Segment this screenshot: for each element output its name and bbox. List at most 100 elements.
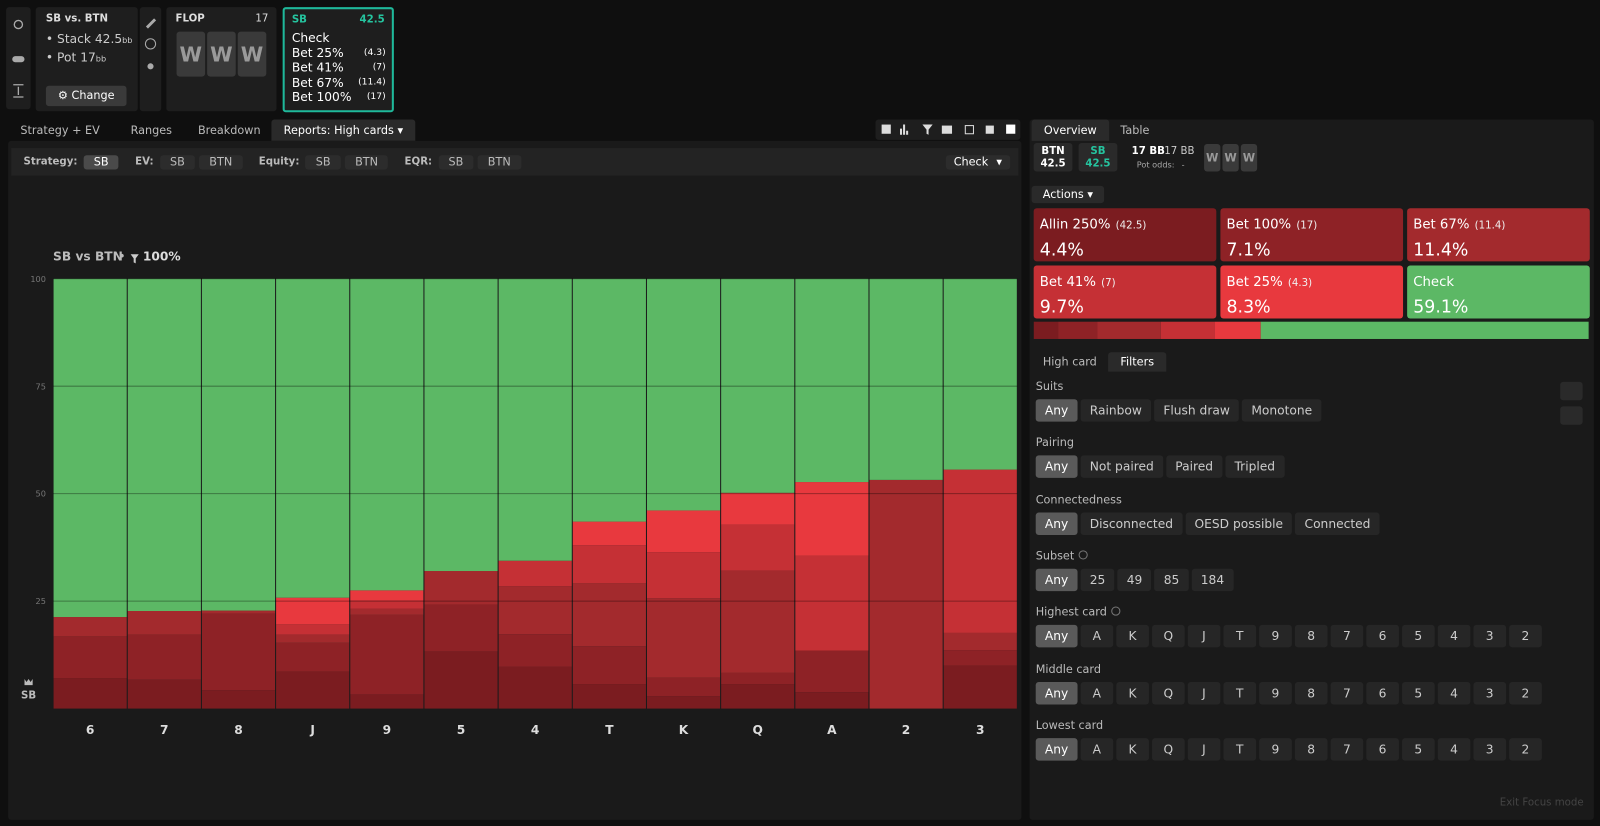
filter-option[interactable]: Q <box>1151 625 1185 648</box>
filter-option[interactable]: 8 <box>1294 681 1328 704</box>
filter-option[interactable]: SB <box>305 154 341 169</box>
tab[interactable]: Reports: High cards ▾ <box>271 119 416 141</box>
exit-focus[interactable]: Exit Focus mode <box>1499 797 1584 809</box>
filter-option[interactable]: SB <box>438 154 474 169</box>
change-button[interactable]: ⚙ Change <box>45 85 127 107</box>
filter-option[interactable]: 8 <box>1294 737 1328 761</box>
filter-option[interactable]: OESD possible <box>1185 512 1293 535</box>
cube-icon[interactable] <box>881 124 891 134</box>
filter-option[interactable]: K <box>1116 737 1149 761</box>
filter-option[interactable]: A <box>1080 681 1114 704</box>
action-card[interactable]: Check 59.1% <box>1407 265 1590 319</box>
filter-option[interactable]: Any <box>1035 455 1078 479</box>
filter-option[interactable]: 85 <box>1154 568 1189 592</box>
filter-option[interactable]: Disconnected <box>1080 512 1183 535</box>
filter-option[interactable]: BTN <box>344 154 389 169</box>
folder-icon[interactable] <box>941 125 953 134</box>
tab[interactable]: Ranges <box>130 123 173 137</box>
filter-option[interactable]: 4 <box>1437 681 1471 704</box>
filter-option[interactable]: 4 <box>1437 625 1471 648</box>
filter-option[interactable]: 6 <box>1366 681 1399 704</box>
filter-option[interactable]: 6 <box>1366 625 1399 648</box>
filter-option[interactable]: Connected <box>1295 512 1380 535</box>
filter-option[interactable]: 184 <box>1191 568 1234 592</box>
filter-option[interactable]: Any <box>1035 737 1078 761</box>
filter-option[interactable]: Paired <box>1166 455 1223 479</box>
filter-option[interactable]: T <box>1223 681 1257 704</box>
filter-option[interactable]: 2 <box>1509 681 1542 704</box>
chart-icon[interactable] <box>899 124 909 135</box>
filter-option[interactable]: 9 <box>1259 737 1292 761</box>
grid-icon[interactable] <box>985 125 994 134</box>
action-card[interactable]: Bet 67% (11.4) 11.4% <box>1407 208 1590 262</box>
settings-icon[interactable] <box>147 63 154 70</box>
filter-option[interactable]: Any <box>1035 399 1078 422</box>
filter-option[interactable]: A <box>1080 737 1114 761</box>
check-dropdown[interactable]: Check ▾ <box>945 154 1011 169</box>
filter-option[interactable]: 7 <box>1330 625 1364 648</box>
filter-icon[interactable] <box>922 124 933 135</box>
tab[interactable]: Breakdown <box>197 123 261 137</box>
save-button[interactable] <box>1560 381 1583 401</box>
filter-option[interactable]: Any <box>1035 568 1078 592</box>
filter-option[interactable]: 8 <box>1294 625 1328 648</box>
side-tab[interactable]: Table <box>1120 123 1150 137</box>
filter-option[interactable]: J <box>1187 681 1221 704</box>
action-card[interactable]: Allin 250% (42.5) 4.4% <box>1033 208 1217 262</box>
strategy-card[interactable]: SB 42.5 Check Bet 25% (4.3) Bet 41% (7) Bet 6… <box>282 7 394 113</box>
load-button[interactable] <box>1560 406 1583 425</box>
edit-icon[interactable] <box>145 18 157 29</box>
filter-option[interactable]: 7 <box>1330 737 1364 761</box>
filter-option[interactable]: T <box>1223 737 1257 761</box>
game-icon[interactable] <box>12 56 25 63</box>
filter-option[interactable]: Any <box>1035 681 1078 704</box>
filter-option[interactable]: BTN <box>199 154 243 169</box>
filter-option[interactable]: 9 <box>1259 625 1292 648</box>
filter-option[interactable]: Not paired <box>1080 455 1163 479</box>
filter-option[interactable]: K <box>1116 625 1149 648</box>
tab[interactable]: Strategy + EV <box>20 123 100 137</box>
filter-option[interactable]: 3 <box>1473 625 1507 648</box>
action-card[interactable]: Bet 41% (7) 9.7% <box>1033 265 1217 319</box>
filter-option[interactable]: 9 <box>1259 681 1292 704</box>
filter-option[interactable]: Any <box>1035 512 1078 535</box>
filter-option[interactable]: 3 <box>1473 681 1507 704</box>
filter-option[interactable]: T <box>1223 625 1257 648</box>
filter-option[interactable]: 5 <box>1401 737 1435 761</box>
side-tab[interactable]: Overview <box>1031 119 1109 141</box>
filter-option[interactable]: J <box>1187 625 1221 648</box>
filter-option[interactable]: 25 <box>1080 568 1115 592</box>
action-card[interactable]: Bet 25% (4.3) 8.3% <box>1220 265 1404 319</box>
filter-option[interactable]: Flush draw <box>1154 399 1240 422</box>
sub-tab[interactable]: High card <box>1042 355 1097 369</box>
filter-option[interactable]: 6 <box>1366 737 1399 761</box>
filter-option[interactable]: A <box>1080 625 1114 648</box>
filter-option[interactable]: Q <box>1151 681 1185 704</box>
filter-option[interactable]: Monotone <box>1242 399 1322 422</box>
filter-option[interactable]: 49 <box>1117 568 1152 592</box>
square-icon[interactable] <box>1006 124 1016 134</box>
filter-option[interactable]: 5 <box>1401 625 1435 648</box>
filter-option[interactable]: J <box>1187 737 1221 761</box>
action-card[interactable]: Bet 100% (17) 7.1% <box>1220 208 1404 262</box>
filter-option[interactable]: 2 <box>1509 625 1542 648</box>
filter-option[interactable]: 4 <box>1437 737 1471 761</box>
info-icon[interactable] <box>144 38 157 50</box>
sub-tab[interactable]: Filters <box>1108 352 1167 372</box>
filter-option[interactable]: 5 <box>1401 681 1435 704</box>
expand-icon[interactable] <box>13 84 24 98</box>
actions-menu[interactable]: Actions ▾ <box>1031 185 1105 204</box>
filter-option[interactable]: SB <box>159 154 195 169</box>
filter-option[interactable]: Any <box>1035 625 1078 648</box>
filter-option[interactable]: BTN <box>477 154 521 169</box>
filter-option[interactable]: 2 <box>1509 737 1542 761</box>
filter-option[interactable]: 7 <box>1330 681 1364 704</box>
filter-option[interactable]: SB <box>83 154 119 169</box>
focus-icon[interactable] <box>964 125 974 135</box>
filter-option[interactable]: 3 <box>1473 737 1507 761</box>
reset-icon[interactable] <box>13 19 24 30</box>
filter-option[interactable]: K <box>1116 681 1149 704</box>
filter-option[interactable]: Rainbow <box>1080 399 1152 422</box>
filter-option[interactable]: Tripled <box>1225 455 1285 479</box>
filter-option[interactable]: Q <box>1151 737 1185 761</box>
